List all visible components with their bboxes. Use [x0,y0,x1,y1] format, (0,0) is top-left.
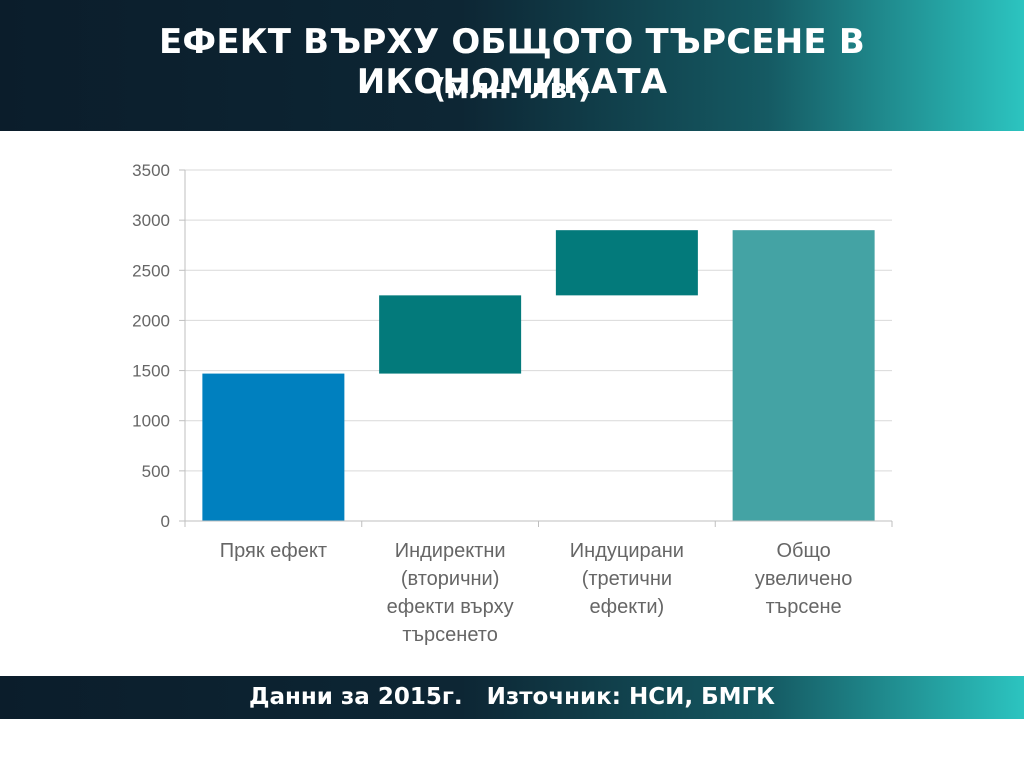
category-label-line: (вторични) [401,568,500,590]
page-title: ЕФЕКТ ВЪРХУ ОБЩОТО ТЪРСЕНЕ В ИКОНОМИКАТА [158,22,866,102]
category-label-line: Индиректни [395,540,506,562]
page-subtitle: (млн. лв.) [433,72,591,105]
category-label-line: ефекти) [590,596,665,618]
y-tick-label: 2500 [132,261,170,280]
y-tick-label: 1500 [132,362,170,381]
category-label-line: Индуцирани [570,540,684,562]
bar [555,230,698,296]
category-label-line: увеличено [755,568,852,590]
footer-banner: Данни за 2015г. Източник: НСИ, БМГК [0,676,1024,719]
y-tick-label: 3000 [132,211,170,230]
bar [202,373,345,521]
category-label: Общо увеличено търсене [755,540,852,618]
category-label-line: търсене [766,596,842,618]
category-label: Пряк ефект [220,540,327,562]
y-tick-label: 500 [142,462,170,481]
source-note: Данни за 2015г. Източник: НСИ, БМГК [249,684,775,710]
category-label-line: (третични [582,568,672,590]
y-tick-label: 2000 [132,311,170,330]
category-label: Индиректни (вторични) ефекти върху търсенет… [387,540,514,646]
category-label: Индуцирани (третични ефекти) [570,540,684,618]
title-banner: ЕФЕКТ ВЪРХУ ОБЩОТО ТЪРСЕНЕ В ИКОНОМИКАТА… [0,0,1024,131]
category-label-line: Общо [776,540,830,562]
category-label-line: ефекти върху [387,596,514,618]
waterfall-chart: 0 500 1000 1500 2000 2500 3000 3500 Пряк ефект Ин… [132,161,893,646]
y-tick-label: 3500 [132,161,170,180]
category-label-line: търсенето [402,624,497,646]
category-label-line: Пряк ефект [220,540,327,562]
bar [732,230,875,521]
y-tick-label: 0 [161,512,170,531]
y-tick-label: 1000 [132,412,170,431]
bar [379,295,522,374]
